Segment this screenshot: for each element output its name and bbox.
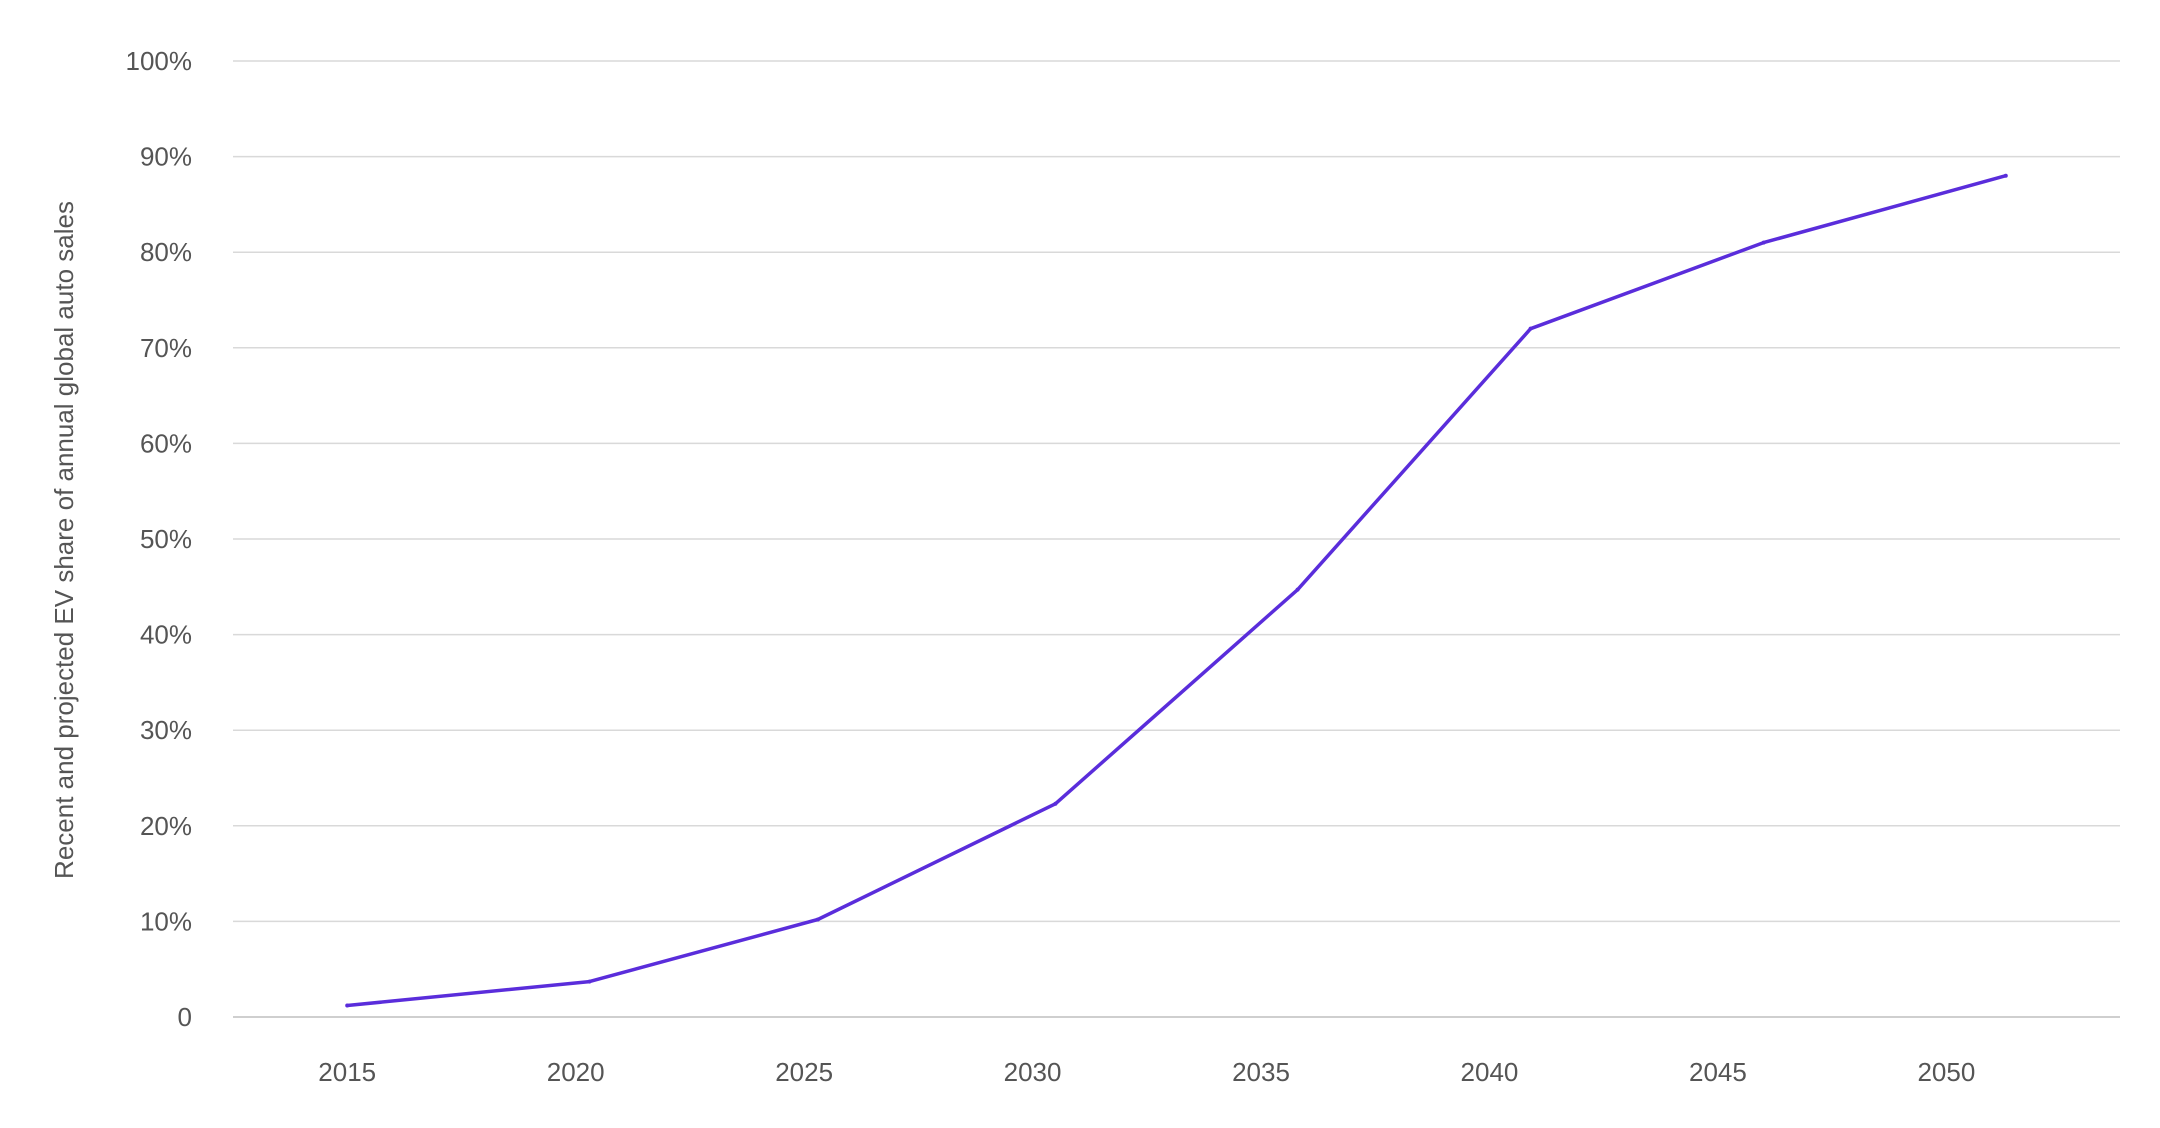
y-tick-label: 50% [140,524,192,554]
y-axis-tick-labels: 0 10% 20% 30% 40% 50% 60% 70% 80% 90% 100% [126,46,193,1032]
x-tick-label: 2040 [1461,1057,1519,1087]
data-point [2003,173,2008,178]
gridlines [233,60,2120,1018]
y-tick-label: 80% [140,237,192,267]
data-point [587,979,592,984]
x-tick-label: 2035 [1232,1057,1290,1087]
x-axis-tick-labels: 2015 2020 2025 2030 2035 2040 2045 2050 [318,1057,1975,1087]
y-tick-label: 100% [126,46,193,76]
series-layer [345,173,2008,1008]
x-tick-label: 2050 [1917,1057,1975,1087]
series-line [345,173,2008,1008]
x-tick-label: 2020 [547,1057,605,1087]
y-tick-label: 20% [140,811,192,841]
y-axis-title: Recent and projected EV share of annual … [49,201,79,879]
y-tick-label: 90% [140,142,192,172]
y-tick-label: 0 [178,1002,192,1032]
y-tick-label: 30% [140,715,192,745]
data-point [1761,240,1766,245]
data-point [345,1003,350,1008]
data-point [815,917,820,922]
y-tick-label: 40% [140,620,192,650]
x-tick-label: 2015 [318,1057,376,1087]
data-point [1528,326,1533,331]
y-tick-label: 60% [140,428,192,458]
x-tick-label: 2045 [1689,1057,1747,1087]
y-tick-label: 10% [140,906,192,936]
data-point [1295,587,1300,592]
x-tick-label: 2025 [775,1057,833,1087]
data-point [1053,801,1058,806]
y-tick-label: 70% [140,333,192,363]
x-tick-label: 2030 [1004,1057,1062,1087]
